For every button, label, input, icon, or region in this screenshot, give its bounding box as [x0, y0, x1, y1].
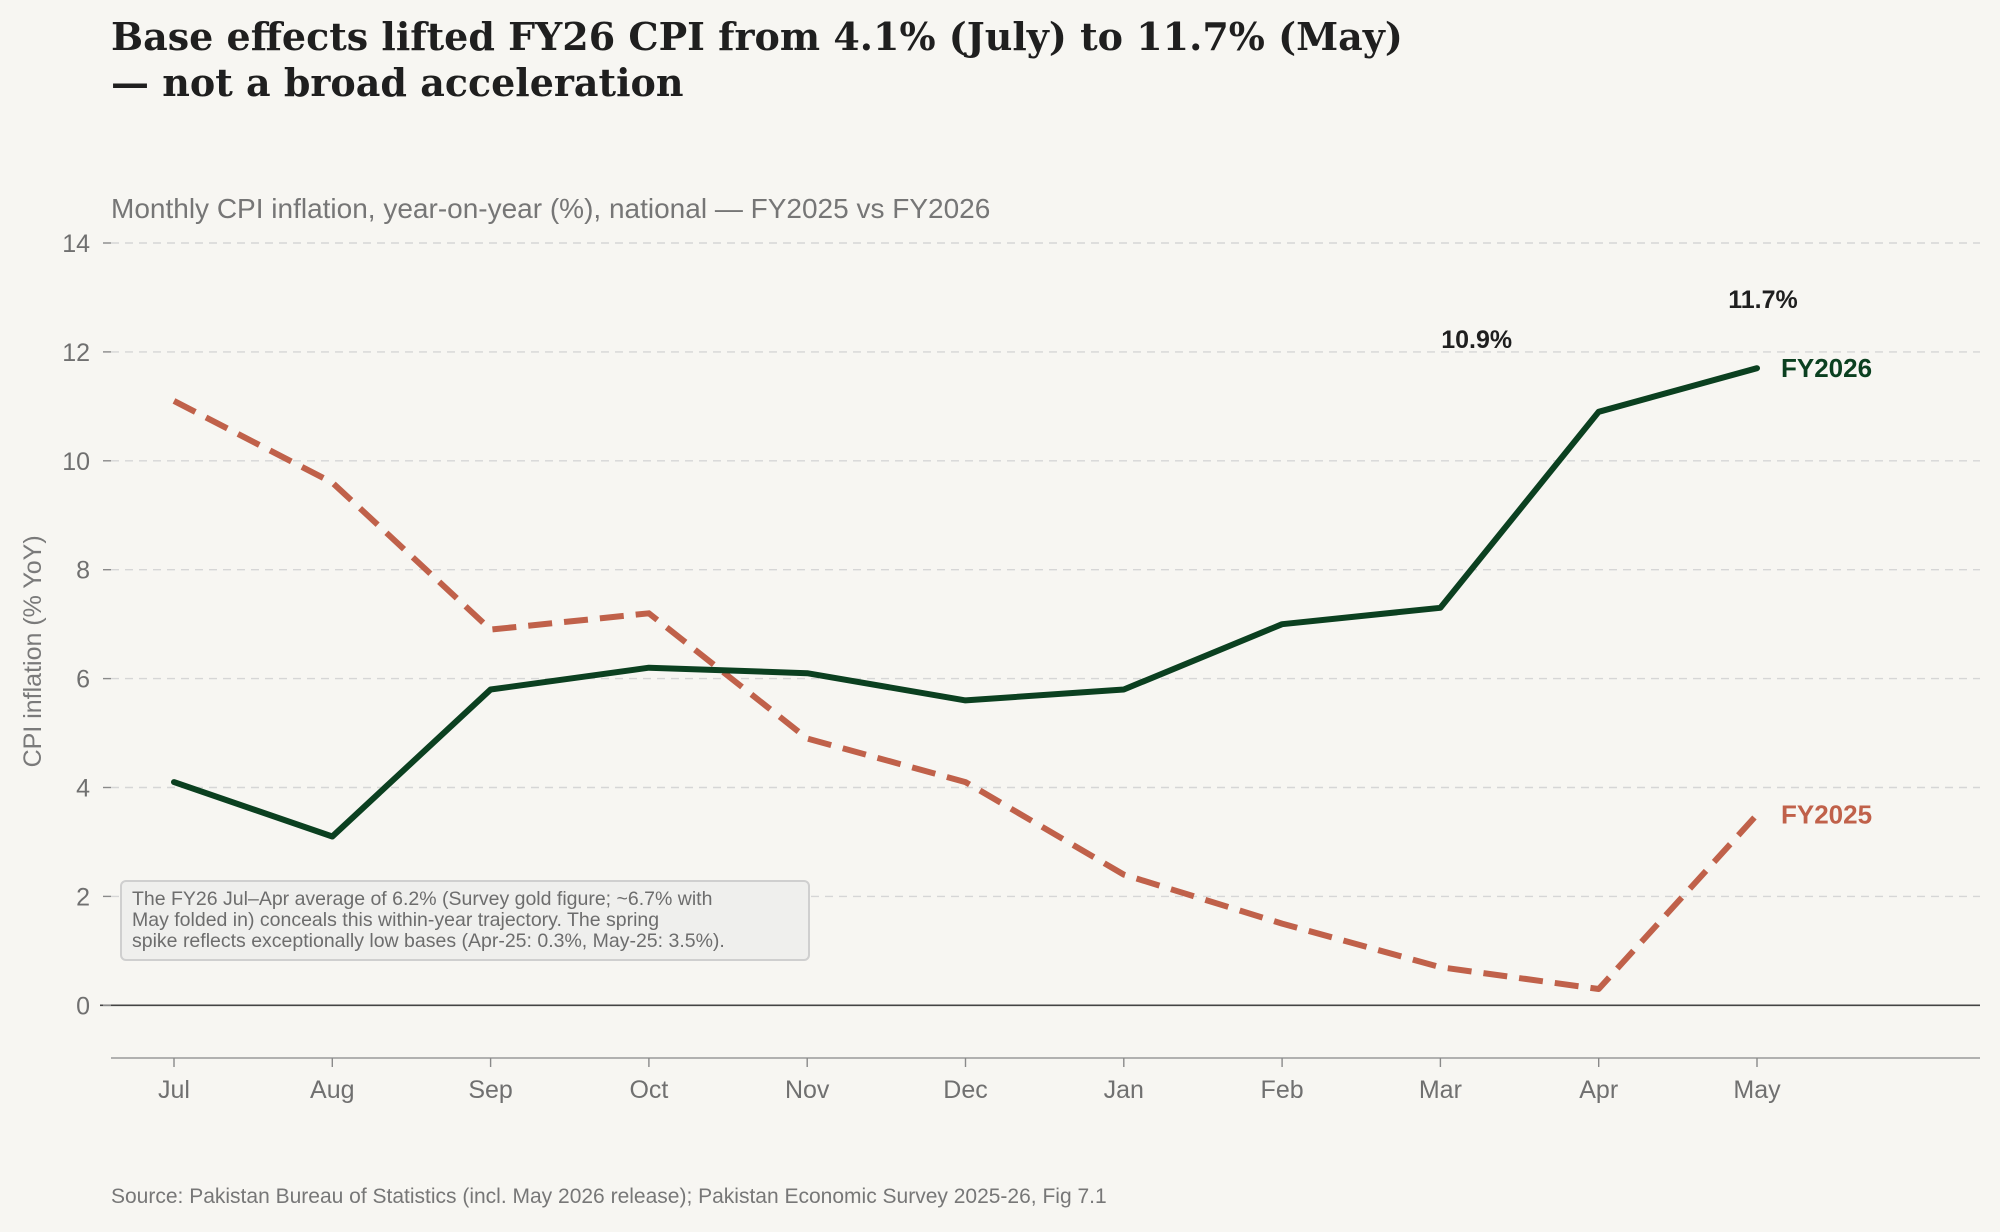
y-axis-title: CPI inflation (% YoY) — [19, 535, 47, 767]
x-tick-label-Jul: Jul — [158, 1076, 190, 1104]
y-tick-label-4: 4 — [76, 775, 90, 803]
annotation-line-3: spike reflects exceptionally low bases (… — [132, 930, 725, 952]
data-label-apr: 10.9% — [1441, 326, 1512, 354]
x-tick-label-May: May — [1733, 1076, 1781, 1104]
data-label-may: 11.7% — [1728, 286, 1798, 314]
series-line-fy2025 — [172, 398, 1760, 992]
x-tick-label-Oct: Oct — [629, 1076, 668, 1104]
series-label-fy2025: FY2025 — [1781, 800, 1872, 830]
y-tick-label-0: 0 — [76, 992, 90, 1020]
y-tick-label-6: 6 — [76, 666, 90, 694]
axes: 0 2 4 6 8 10 12 14 Jul Aug Sep Oct Nov Dec Jan Feb Mar Ap… — [19, 230, 1980, 1104]
chart-labels: FY2025 FY2026 10.9% 11.7% — [1441, 286, 1872, 829]
y-tick-label-10: 10 — [62, 448, 90, 476]
chart-title: Base effects lifted FY26 CPI from 4.1% (… — [111, 14, 1811, 106]
x-tick-label-Jan: Jan — [1104, 1076, 1144, 1104]
y-tick-label-14: 14 — [62, 230, 90, 258]
x-tick-label-Aug: Aug — [310, 1076, 354, 1104]
annotation-box: The FY26 Jul–Apr average of 6.2% (Survey… — [120, 880, 810, 961]
annotation-line-2: May folded in) conceals this within-year… — [132, 909, 660, 931]
chart-title-line-1: Base effects lifted FY26 CPI from 4.1% (… — [111, 14, 1403, 59]
chart-subtitle: Monthly CPI inflation, year-on-year (%),… — [111, 193, 991, 224]
chart-title-line-2: — not a broad acceleration — [111, 60, 684, 105]
x-tick-label-Feb: Feb — [1261, 1076, 1304, 1104]
series-line-fy2026 — [171, 365, 1760, 840]
annotation-line-1: The FY26 Jul–Apr average of 6.2% (Survey… — [132, 888, 713, 910]
x-tick-label-Sep: Sep — [468, 1076, 512, 1104]
source-note: Source: Pakistan Bureau of Statistics (i… — [111, 1185, 1107, 1208]
x-tick-label-Dec: Dec — [943, 1076, 987, 1104]
series-lines — [171, 365, 1760, 992]
y-tick-label-8: 8 — [76, 557, 90, 585]
x-tick-label-Nov: Nov — [785, 1076, 830, 1104]
x-tick-label-Apr: Apr — [1579, 1076, 1618, 1104]
x-tick-label-Mar: Mar — [1419, 1076, 1462, 1104]
y-tick-label-12: 12 — [62, 339, 90, 367]
series-label-fy2026: FY2026 — [1781, 353, 1872, 383]
y-tick-label-2: 2 — [76, 883, 90, 911]
